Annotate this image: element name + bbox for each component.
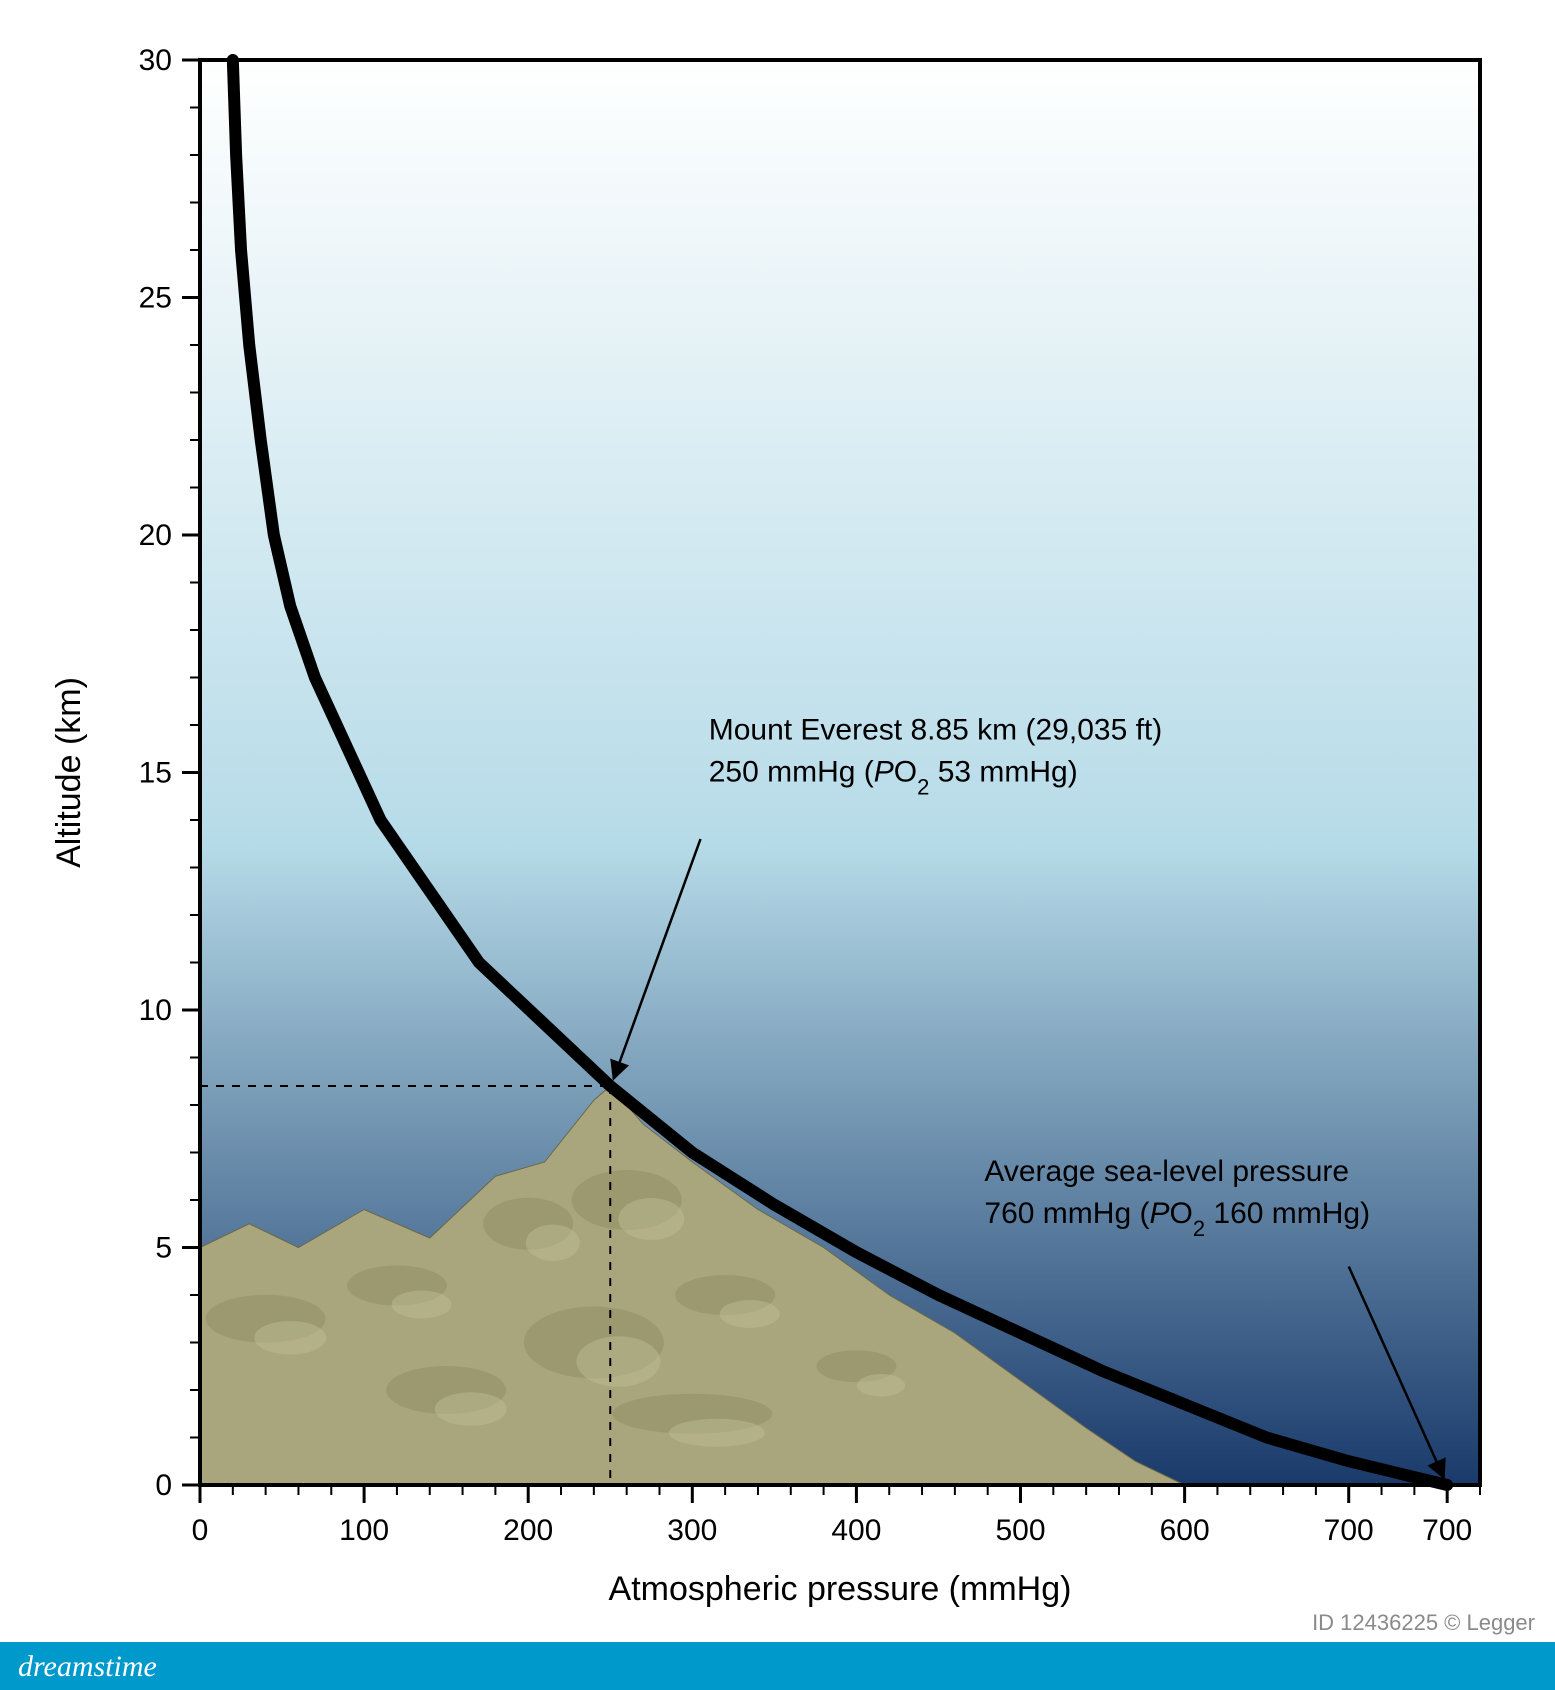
x-tick-label: 700 bbox=[1324, 1514, 1374, 1547]
y-tick-label: 5 bbox=[155, 1232, 172, 1265]
x-tick-label: 200 bbox=[503, 1514, 553, 1547]
everest-annotation-line1: Mount Everest 8.85 km (29,035 ft) bbox=[709, 713, 1163, 746]
x-tick-label: 500 bbox=[995, 1514, 1045, 1547]
image-id-text: ID 12436225 © Legger bbox=[1312, 1610, 1535, 1635]
y-tick-label: 20 bbox=[139, 519, 172, 552]
brand-text: dreamstime bbox=[18, 1650, 157, 1683]
x-axis-label: Atmospheric pressure (mmHg) bbox=[609, 1570, 1072, 1608]
y-tick-label: 0 bbox=[155, 1469, 172, 1502]
x-tick-label: 100 bbox=[339, 1514, 389, 1547]
y-tick-label: 15 bbox=[139, 757, 172, 790]
footer-bar bbox=[0, 1642, 1555, 1690]
y-tick-label: 30 bbox=[139, 44, 172, 77]
x-tick-label: 700 bbox=[1422, 1514, 1472, 1547]
y-tick-label: 10 bbox=[139, 994, 172, 1027]
x-tick-label: 300 bbox=[667, 1514, 717, 1547]
sealevel-annotation-line1: Average sea-level pressure bbox=[984, 1155, 1349, 1188]
x-tick-label: 600 bbox=[1160, 1514, 1210, 1547]
y-tick-label: 25 bbox=[139, 282, 172, 315]
x-tick-label: 0 bbox=[192, 1514, 209, 1547]
x-tick-label: 400 bbox=[831, 1514, 881, 1547]
y-axis-label: Altitude (km) bbox=[50, 677, 88, 868]
